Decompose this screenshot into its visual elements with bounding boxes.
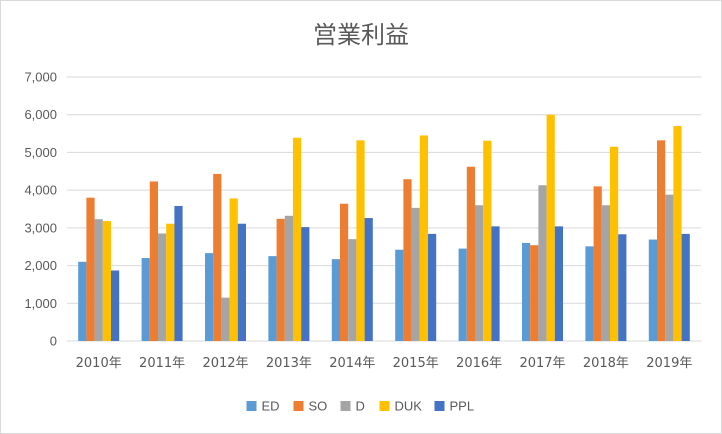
bar-ed-2015年: [395, 249, 404, 341]
y-tick-label: 7,000: [24, 70, 57, 85]
x-tick-label: 2010年: [76, 356, 122, 371]
bar-so-2018年: [593, 186, 602, 341]
y-axis-ticks: 0 1,000 2,000 3,000 4,000 5,000 6,000 7,000: [24, 70, 57, 349]
bar-so-2013年: [276, 218, 285, 341]
x-tick-label: 2014年: [329, 356, 375, 371]
bar-ed-2013年: [268, 256, 277, 341]
bar-ppl-2013年: [301, 227, 310, 341]
bar-ppl-2019年: [681, 233, 690, 341]
y-tick-label: 5,000: [24, 145, 57, 160]
bar-ed-2010年: [78, 261, 87, 341]
bar-duk-2010年: [102, 221, 111, 341]
bar-duk-2017年: [546, 114, 555, 341]
y-tick-label: 4,000: [24, 183, 57, 198]
bar-ppl-2010年: [111, 270, 120, 341]
legend-label-d: D: [356, 399, 365, 414]
bar-so-2015年: [403, 179, 412, 341]
x-tick-label: 2018年: [583, 356, 629, 371]
x-tick-label: 2017年: [519, 356, 565, 371]
bar-d-2014年: [348, 239, 357, 341]
bar-duk-2013年: [293, 137, 302, 341]
legend-swatch-so: [293, 401, 304, 411]
bar-duk-2016年: [483, 140, 492, 341]
bar-d-2015年: [411, 207, 420, 341]
bar-ed-2017年: [522, 242, 531, 341]
legend-label-so: SO: [309, 399, 328, 414]
bar-ed-2012年: [205, 253, 214, 341]
x-tick-label: 2019年: [646, 356, 692, 371]
bar-so-2019年: [657, 140, 666, 341]
legend-swatch-d: [340, 401, 351, 411]
bar-d-2017年: [538, 185, 547, 341]
x-axis-ticks: 2010年 2011年 2012年 2013年 2014年 2015年 2016年 2017年…: [76, 356, 693, 371]
bar-ed-2011年: [141, 258, 150, 341]
bar-so-2014年: [340, 203, 349, 341]
bar-duk-2011年: [166, 223, 175, 341]
bar-d-2016年: [475, 205, 484, 341]
legend-swatch-duk: [379, 401, 390, 411]
y-tick-label: 6,000: [24, 107, 57, 122]
bar-so-2010年: [86, 197, 95, 341]
bar-duk-2019年: [673, 126, 682, 342]
bar-ppl-2018年: [618, 234, 627, 341]
y-tick-label: 1,000: [24, 296, 57, 311]
bar-d-2011年: [158, 233, 167, 341]
bar-ed-2014年: [331, 259, 340, 341]
bar-d-2019年: [665, 194, 674, 341]
legend-swatch-ed: [246, 401, 257, 411]
legend-swatch-ppl: [434, 401, 445, 411]
bar-duk-2012年: [229, 198, 238, 341]
bar-ppl-2015年: [428, 233, 437, 341]
x-tick-label: 2015年: [393, 356, 439, 371]
y-tick-label: 3,000: [24, 220, 57, 235]
chart-title: 営業利益: [313, 21, 409, 49]
x-tick-label: 2016年: [456, 356, 502, 371]
bar-so-2016年: [466, 166, 475, 341]
bar-so-2017年: [530, 245, 539, 341]
bar-duk-2015年: [419, 135, 428, 341]
bar-d-2018年: [601, 205, 610, 341]
bar-duk-2014年: [356, 140, 365, 341]
y-tick-label: 0: [50, 334, 57, 349]
legend-label-ppl: PPL: [450, 399, 475, 414]
bar-so-2011年: [149, 181, 158, 341]
bars: [78, 114, 690, 342]
bar-ppl-2016年: [491, 226, 500, 341]
legend: ED SO D DUK PPL: [246, 399, 475, 414]
bar-d-2012年: [221, 297, 230, 341]
bar-ppl-2014年: [364, 218, 373, 341]
x-tick-label: 2013年: [266, 356, 312, 371]
bar-ed-2019年: [648, 239, 657, 341]
legend-label-duk: DUK: [395, 399, 423, 414]
x-tick-label: 2011年: [139, 356, 185, 371]
bar-duk-2018年: [610, 146, 619, 341]
bar-ppl-2011年: [174, 205, 183, 341]
x-tick-label: 2012年: [202, 356, 248, 371]
legend-label-ed: ED: [262, 399, 280, 414]
bar-ed-2016年: [458, 248, 467, 341]
bar-d-2010年: [94, 219, 103, 341]
bar-ppl-2012年: [237, 223, 246, 341]
bar-d-2013年: [284, 215, 293, 341]
bar-ppl-2017年: [554, 226, 563, 341]
y-tick-label: 2,000: [24, 258, 57, 273]
bar-ed-2018年: [585, 246, 594, 341]
bar-so-2012年: [213, 173, 222, 341]
